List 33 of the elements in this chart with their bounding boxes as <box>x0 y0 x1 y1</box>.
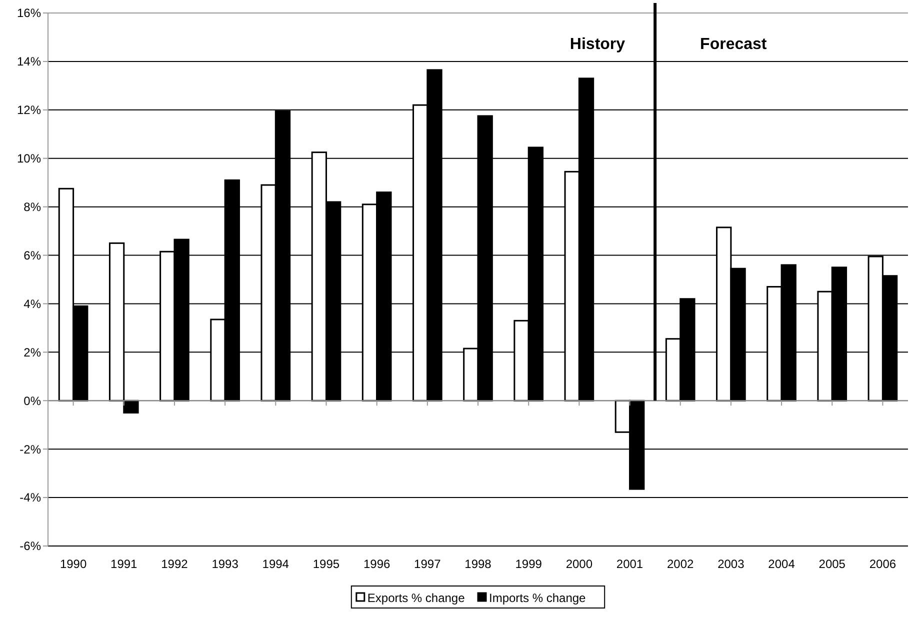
y-tick-label: 0% <box>24 394 42 408</box>
x-tick-label: 2003 <box>718 557 745 571</box>
x-tick-label: 2005 <box>818 557 846 571</box>
x-tick-label: 2001 <box>616 557 644 571</box>
legend-label: Exports % change <box>367 591 466 606</box>
x-tick-label: 1992 <box>161 557 188 571</box>
x-tick-label: 1991 <box>110 557 138 571</box>
x-tick-label: 1997 <box>414 557 442 571</box>
legend-label: Imports % change <box>489 591 586 606</box>
y-tick-label: -4% <box>20 490 42 505</box>
x-tick-label: 1995 <box>312 557 340 571</box>
x-tick-label: 1990 <box>60 557 87 571</box>
x-tick-label: 1999 <box>515 557 542 571</box>
y-tick-label: 14% <box>16 54 42 69</box>
x-tick-label: 2004 <box>768 557 796 571</box>
y-tick-label: 4% <box>24 296 42 311</box>
y-tick-label: 16% <box>16 6 42 20</box>
y-tick-label: 10% <box>16 152 42 166</box>
y-tick-label: 2% <box>24 345 42 360</box>
x-tick-label: 1998 <box>464 557 492 571</box>
x-tick-label: 2006 <box>869 557 896 571</box>
y-tick-label: 6% <box>24 248 42 262</box>
x-tick-label: 2002 <box>667 557 694 571</box>
annotation: History <box>570 36 626 53</box>
y-tick-label: 8% <box>24 200 42 214</box>
x-tick-label: 1996 <box>363 557 390 571</box>
annotation: Forecast <box>700 36 768 53</box>
y-tick-label: 12% <box>16 103 42 118</box>
x-tick-label: 1993 <box>212 557 239 571</box>
x-tick-label: 1994 <box>262 557 290 571</box>
y-tick-label: -6% <box>20 539 42 554</box>
x-tick-label: 2000 <box>566 557 593 571</box>
y-tick-label: -2% <box>20 442 42 456</box>
